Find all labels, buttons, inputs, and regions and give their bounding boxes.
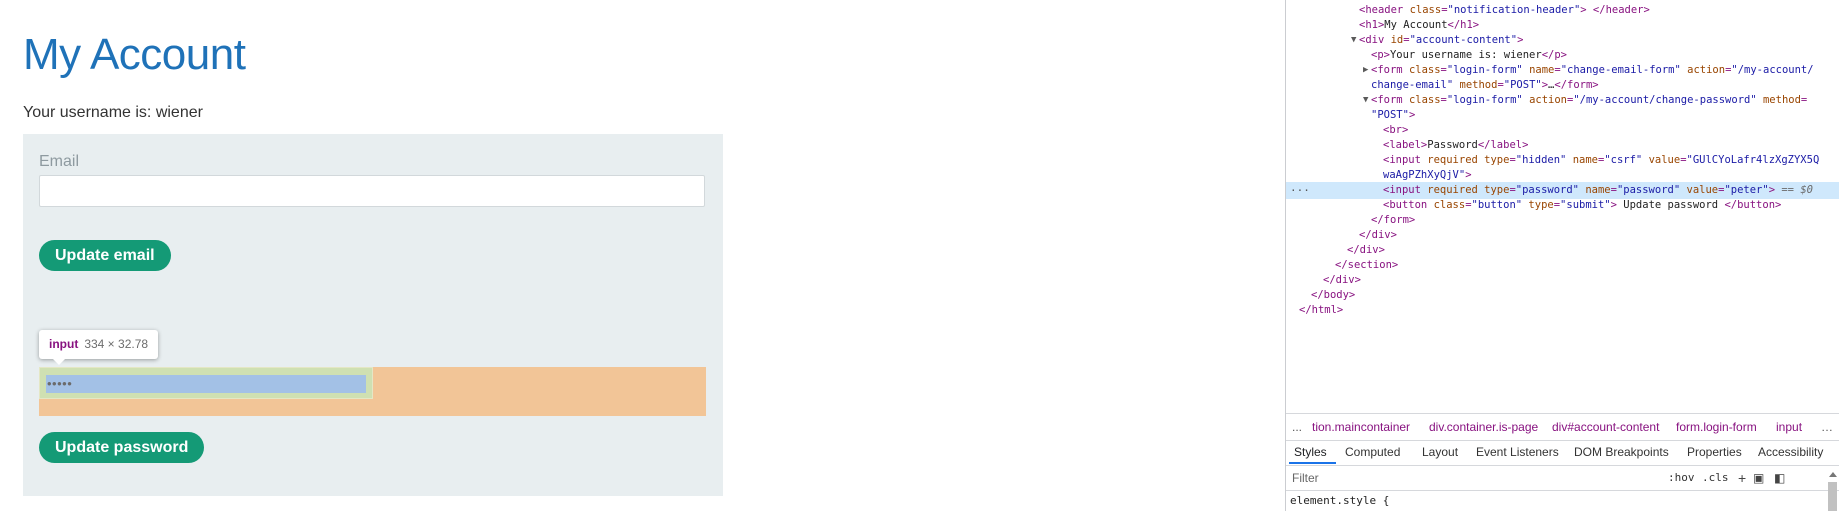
breadcrumb-item-current[interactable]: input [1776, 420, 1803, 434]
dom-line[interactable]: <label>Password</label> [1383, 139, 1529, 151]
inspector-tooltip: input 334 × 32.78 [39, 330, 159, 365]
tab-properties[interactable]: Properties [1687, 445, 1742, 459]
expand-triangle-icon[interactable]: ▼ [1363, 95, 1369, 105]
page-title: My Account [23, 30, 246, 79]
hov-toggle[interactable]: :hov [1668, 471, 1695, 484]
dom-line[interactable]: <button class="button" type="submit"> Up… [1383, 199, 1782, 211]
tab-styles[interactable]: Styles [1294, 445, 1327, 459]
styles-filter-bar: Filter :hov .cls + ▣ ◧ [1286, 466, 1839, 491]
devtools-panel: <header class="notification-header"> </h… [1285, 0, 1839, 511]
tooltip-arrow [53, 359, 65, 365]
scroll-thumb[interactable] [1828, 482, 1837, 511]
dom-line[interactable]: ▼ <div id="account-content"> [1286, 32, 1839, 49]
email-input[interactable] [39, 175, 705, 207]
password-value: ••••• [47, 376, 73, 391]
breadcrumb-item[interactable]: div#account-content [1552, 420, 1660, 434]
add-rule-icon[interactable]: + [1738, 470, 1747, 486]
breadcrumb-item[interactable]: div.container.is-page [1429, 420, 1539, 434]
paint-brush-icon[interactable]: ▣ [1753, 471, 1765, 485]
breadcrumb-item[interactable]: tion.maincontainer [1312, 420, 1411, 434]
email-label: Email [39, 153, 80, 170]
dom-line[interactable]: </div> [1323, 274, 1361, 286]
tab-accessibility[interactable]: Accessibility [1758, 445, 1824, 459]
dom-line[interactable]: <header class="notification-header"> </h… [1359, 4, 1650, 16]
update-password-button[interactable]: Update password [39, 432, 205, 463]
web-page: My Account Your username is: wiener Emai… [23, 30, 723, 496]
dom-line[interactable]: ▼ <form class="login-form" action="/my-ac… [1286, 92, 1839, 109]
more-options-icon[interactable]: ··· [1290, 184, 1310, 197]
dom-line[interactable]: "POST"> [1371, 109, 1416, 121]
cls-toggle[interactable]: .cls [1702, 471, 1729, 484]
active-tab-indicator [1289, 462, 1336, 464]
dom-line[interactable]: </div> [1347, 244, 1385, 256]
element-style-rule[interactable]: element.style { [1290, 494, 1390, 507]
dom-line[interactable]: </div> [1359, 229, 1397, 241]
collapse-triangle-icon[interactable]: ▶ [1363, 65, 1369, 75]
breadcrumb-overflow[interactable]: … [1821, 420, 1833, 434]
account-content: Email Update email ••••• input 334 × 32.7… [23, 134, 723, 496]
toggle-sidebar-icon[interactable]: ◧ [1774, 471, 1786, 485]
tooltip-size: 334 × 32.78 [84, 337, 149, 351]
breadcrumb-item[interactable]: form.login-form [1676, 420, 1757, 434]
dom-line[interactable]: waAgPZhXyQjV"> [1383, 169, 1472, 181]
dom-line[interactable]: </html> [1299, 304, 1344, 316]
expand-triangle-icon[interactable]: ▼ [1351, 35, 1357, 45]
dom-tree[interactable]: <header class="notification-header"> </h… [1286, 0, 1839, 412]
dom-line[interactable]: ▶ <form class="login-form" name="change-e… [1286, 62, 1839, 79]
tab-computed[interactable]: Computed [1345, 445, 1401, 459]
tab-layout[interactable]: Layout [1422, 445, 1459, 459]
tab-dom-breakpoints[interactable]: DOM Breakpoints [1574, 445, 1669, 459]
dom-line[interactable]: <input required type="hidden" name="csrf… [1383, 154, 1820, 166]
filter-input[interactable]: Filter [1292, 471, 1319, 485]
tooltip-tag: input [49, 337, 79, 351]
dom-line[interactable]: </form> [1371, 214, 1416, 226]
dom-line[interactable]: <br> [1383, 124, 1409, 136]
dom-line-selected[interactable]: ··· <input required type="password" name=… [1286, 182, 1839, 199]
dom-line[interactable]: </body> [1311, 289, 1356, 301]
dom-line[interactable]: </section> [1335, 259, 1399, 271]
breadcrumb: ... tion.maincontainer div.container.is-… [1286, 413, 1839, 441]
scroll-up-icon[interactable] [1829, 472, 1837, 477]
breadcrumb-more[interactable]: ... [1292, 420, 1303, 434]
dom-line[interactable]: <h1>My Account</h1> [1359, 19, 1480, 31]
update-email-button[interactable]: Update email [39, 240, 171, 271]
tab-event-listeners[interactable]: Event Listeners [1476, 445, 1559, 459]
dom-line[interactable]: change-email" method="POST">…</form> [1371, 79, 1599, 91]
password-input[interactable] [46, 375, 366, 393]
styles-tabs: Styles Computed Layout Event Listeners D… [1286, 439, 1839, 466]
username-text: Your username is: wiener [23, 104, 203, 121]
scrollbar[interactable] [1828, 472, 1837, 511]
dom-line[interactable]: <p>Your username is: wiener</p> [1371, 49, 1567, 61]
